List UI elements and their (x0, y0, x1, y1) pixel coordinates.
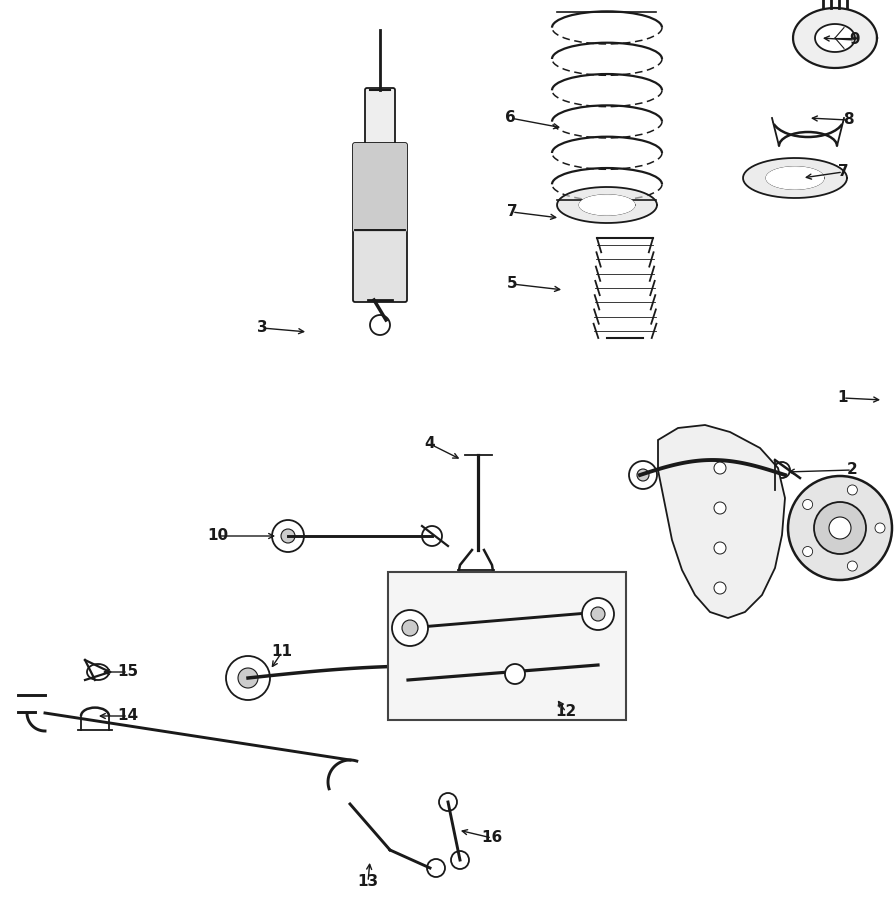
Circle shape (847, 485, 856, 495)
Circle shape (581, 598, 613, 630)
Text: 6: 6 (504, 111, 515, 125)
Circle shape (401, 620, 417, 636)
Polygon shape (814, 24, 854, 52)
FancyBboxPatch shape (352, 143, 407, 232)
Bar (388, 572, 625, 720)
Circle shape (272, 520, 304, 552)
Circle shape (874, 523, 884, 533)
Text: 5: 5 (506, 276, 517, 292)
Polygon shape (742, 158, 846, 198)
Circle shape (713, 582, 725, 594)
Text: 4: 4 (425, 436, 434, 452)
Circle shape (369, 315, 390, 335)
Circle shape (802, 546, 812, 556)
Circle shape (590, 607, 604, 621)
Text: 15: 15 (117, 664, 139, 680)
Text: 7: 7 (837, 165, 848, 179)
Circle shape (451, 851, 468, 869)
Text: 8: 8 (842, 112, 852, 128)
Text: 1: 1 (837, 391, 848, 406)
Polygon shape (792, 8, 876, 68)
Circle shape (238, 668, 257, 688)
Polygon shape (657, 425, 784, 618)
Polygon shape (579, 195, 634, 215)
Circle shape (574, 648, 614, 688)
Circle shape (226, 656, 270, 700)
Circle shape (426, 859, 444, 877)
Circle shape (828, 517, 850, 539)
Text: 10: 10 (207, 528, 228, 544)
Text: 13: 13 (357, 875, 378, 889)
FancyBboxPatch shape (352, 143, 407, 302)
Polygon shape (765, 167, 822, 189)
Circle shape (802, 500, 812, 509)
Circle shape (281, 529, 295, 543)
Circle shape (628, 461, 656, 489)
Text: 12: 12 (555, 705, 576, 719)
Circle shape (468, 585, 487, 605)
Circle shape (422, 526, 442, 546)
Circle shape (713, 502, 725, 514)
Circle shape (713, 462, 725, 474)
Text: 7: 7 (506, 204, 517, 220)
Circle shape (713, 542, 725, 554)
Circle shape (787, 476, 891, 580)
Circle shape (637, 469, 648, 481)
Text: 14: 14 (117, 708, 139, 724)
Polygon shape (556, 187, 656, 223)
Text: 2: 2 (846, 463, 856, 478)
Circle shape (392, 610, 427, 646)
Text: 9: 9 (848, 32, 859, 48)
Circle shape (847, 561, 856, 571)
Circle shape (813, 502, 865, 554)
Circle shape (439, 793, 457, 811)
Circle shape (504, 664, 525, 684)
Circle shape (586, 659, 603, 677)
Circle shape (773, 462, 789, 478)
Text: 16: 16 (481, 831, 502, 845)
FancyBboxPatch shape (365, 88, 394, 147)
Text: 11: 11 (271, 644, 292, 660)
Text: 3: 3 (257, 320, 267, 336)
